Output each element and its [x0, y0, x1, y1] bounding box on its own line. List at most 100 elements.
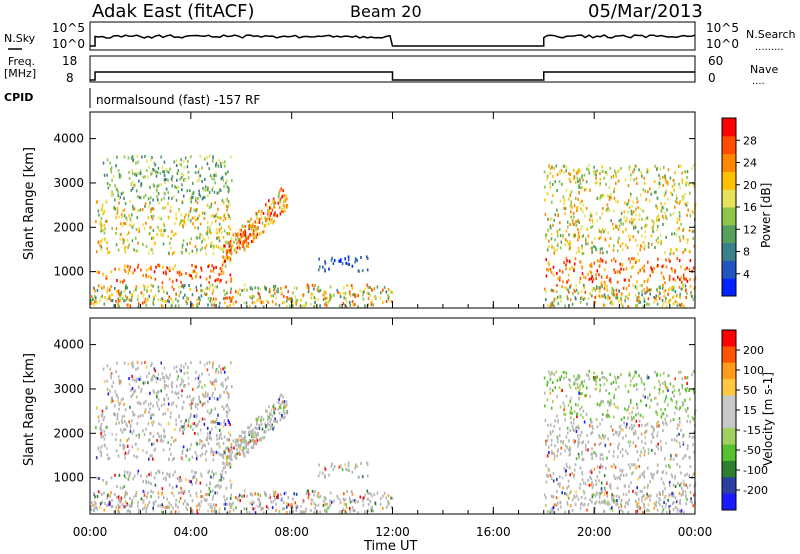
scatter-cell	[201, 417, 204, 421]
scatter-cell	[319, 471, 321, 475]
scatter-cell	[230, 298, 233, 302]
scatter-cell	[134, 389, 137, 393]
scatter-cell	[685, 289, 687, 293]
scatter-cell	[629, 373, 631, 377]
scatter-cell	[575, 386, 577, 390]
scatter-cell	[576, 415, 578, 418]
scatter-cell	[650, 234, 653, 238]
scatter-cell	[212, 247, 215, 251]
scatter-cell	[680, 222, 682, 226]
scatter-cell	[188, 418, 190, 422]
scatter-cell	[167, 505, 169, 509]
scatter-cell	[678, 201, 681, 205]
scatter-cell	[544, 493, 546, 497]
scatter-cell	[104, 227, 106, 231]
scatter-cell	[97, 490, 100, 494]
scatter-cell	[121, 209, 124, 213]
scatter-cell	[218, 511, 221, 515]
scatter-cell	[552, 300, 555, 304]
scatter-cell	[586, 433, 589, 437]
scatter-cell	[612, 248, 615, 252]
scatter-cell	[351, 470, 354, 474]
scatter-cell	[657, 295, 660, 298]
scatter-cell	[259, 494, 261, 497]
scatter-cell	[549, 391, 552, 395]
scatter-cell	[686, 485, 689, 489]
scatter-cell	[113, 510, 115, 514]
scatter-cell	[127, 231, 130, 235]
scatter-cell	[210, 269, 212, 273]
scatter-cell	[684, 170, 686, 174]
scatter-cell	[600, 281, 603, 285]
scatter-cell	[582, 416, 584, 419]
scatter-cell	[116, 412, 119, 416]
scatter-cell	[372, 509, 375, 513]
scatter-cell	[177, 391, 180, 395]
scatter-cell	[106, 496, 109, 500]
scatter-cell	[127, 246, 129, 249]
scatter-cell	[175, 292, 177, 296]
scatter-cell	[655, 500, 658, 504]
scatter-cell	[645, 197, 648, 201]
scatter-cell	[679, 445, 681, 449]
scatter-cell	[191, 276, 193, 280]
scatter-cell	[323, 509, 326, 513]
scatter-cell	[123, 239, 126, 243]
scatter-cell	[302, 294, 304, 298]
scatter-cell	[185, 300, 187, 304]
scatter-cell	[565, 169, 567, 173]
scatter-cell	[154, 483, 157, 487]
scatter-cell	[639, 413, 642, 417]
scatter-cell	[252, 446, 255, 450]
scatter-cell	[678, 370, 680, 374]
scatter-cell	[603, 280, 606, 284]
scatter-cell	[160, 438, 163, 442]
scatter-cell	[352, 499, 354, 503]
scatter-cell	[693, 266, 696, 270]
scatter-cell	[180, 378, 183, 382]
scatter-cell	[591, 447, 593, 451]
scatter-cell	[562, 280, 564, 284]
scatter-cell	[663, 295, 665, 298]
scatter-cell	[681, 386, 684, 390]
scatter-cell	[118, 379, 121, 382]
scatter-cell	[114, 198, 116, 202]
scatter-cell	[209, 299, 211, 303]
scatter-cell	[318, 289, 320, 293]
scatter-cell	[152, 420, 155, 424]
scatter-cell	[632, 257, 635, 261]
scatter-cell	[115, 187, 118, 191]
scatter-cell	[558, 376, 561, 380]
scatter-cell	[680, 265, 682, 269]
scatter-cell	[656, 424, 658, 428]
scatter-cell	[665, 421, 667, 424]
scatter-cell	[691, 501, 693, 504]
scatter-cell	[196, 305, 199, 309]
scatter-cell	[573, 168, 575, 172]
scatter-cell	[227, 170, 229, 174]
scatter-cell	[203, 292, 206, 296]
scatter-cell	[215, 369, 217, 373]
scatter-cell	[608, 502, 611, 506]
scatter-cell	[577, 424, 579, 428]
scatter-cell	[195, 491, 198, 495]
scatter-cell	[625, 228, 627, 232]
scatter-cell	[616, 270, 619, 274]
scatter-cell	[178, 500, 180, 504]
scatter-cell	[628, 498, 630, 502]
scatter-cell	[180, 213, 182, 217]
scatter-cell	[592, 220, 594, 224]
scatter-cell	[136, 195, 139, 199]
scatter-cell	[160, 510, 163, 514]
scatter-cell	[110, 400, 113, 404]
scatter-cell	[241, 448, 244, 452]
scatter-cell	[143, 195, 145, 199]
scatter-cell	[643, 300, 646, 303]
scatter-cell	[172, 300, 174, 304]
scatter-cell	[549, 387, 552, 391]
scatter-cell	[216, 231, 218, 235]
scatter-cell	[276, 214, 278, 218]
scatter-cell	[599, 378, 601, 382]
scatter-cell	[330, 294, 333, 298]
